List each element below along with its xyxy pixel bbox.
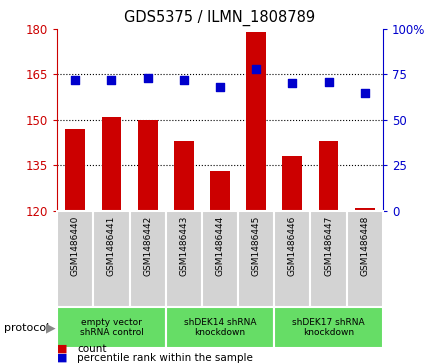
Bar xyxy=(202,211,238,307)
Bar xyxy=(138,120,158,211)
Point xyxy=(361,90,368,95)
Text: protocol: protocol xyxy=(4,323,50,333)
Bar xyxy=(282,156,302,211)
Point xyxy=(325,79,332,85)
Text: GSM1486443: GSM1486443 xyxy=(180,215,188,276)
Text: percentile rank within the sample: percentile rank within the sample xyxy=(77,353,253,363)
Bar xyxy=(238,211,274,307)
Point xyxy=(108,77,115,83)
Bar xyxy=(311,211,347,307)
Point xyxy=(253,66,260,72)
Bar xyxy=(166,307,274,348)
Text: GSM1486446: GSM1486446 xyxy=(288,215,297,276)
Bar xyxy=(246,32,266,211)
Bar xyxy=(57,211,93,307)
Point xyxy=(180,77,187,83)
Bar xyxy=(57,307,166,348)
Bar xyxy=(274,307,383,348)
Text: GSM1486445: GSM1486445 xyxy=(252,215,260,276)
Bar xyxy=(355,208,375,211)
Bar xyxy=(319,141,338,211)
Text: GSM1486440: GSM1486440 xyxy=(71,215,80,276)
Bar xyxy=(129,211,166,307)
Text: ■: ■ xyxy=(57,344,71,354)
Bar xyxy=(66,129,85,211)
Text: GSM1486444: GSM1486444 xyxy=(216,215,224,276)
Point xyxy=(289,81,296,86)
Text: shDEK17 shRNA
knockdown: shDEK17 shRNA knockdown xyxy=(292,318,365,337)
Bar xyxy=(102,117,121,211)
Text: shDEK14 shRNA
knockdown: shDEK14 shRNA knockdown xyxy=(184,318,256,337)
Point xyxy=(216,84,224,90)
Bar xyxy=(174,141,194,211)
Bar xyxy=(347,211,383,307)
Text: empty vector
shRNA control: empty vector shRNA control xyxy=(80,318,143,337)
Title: GDS5375 / ILMN_1808789: GDS5375 / ILMN_1808789 xyxy=(125,10,315,26)
Bar xyxy=(210,171,230,211)
Text: GSM1486441: GSM1486441 xyxy=(107,215,116,276)
Bar xyxy=(166,211,202,307)
Text: GSM1486448: GSM1486448 xyxy=(360,215,369,276)
Text: ▶: ▶ xyxy=(46,321,56,334)
Text: ■: ■ xyxy=(57,353,71,363)
Text: count: count xyxy=(77,344,106,354)
Text: GSM1486447: GSM1486447 xyxy=(324,215,333,276)
Bar xyxy=(274,211,311,307)
Point xyxy=(72,77,79,83)
Point xyxy=(144,75,151,81)
Bar xyxy=(93,211,129,307)
Text: GSM1486442: GSM1486442 xyxy=(143,215,152,276)
